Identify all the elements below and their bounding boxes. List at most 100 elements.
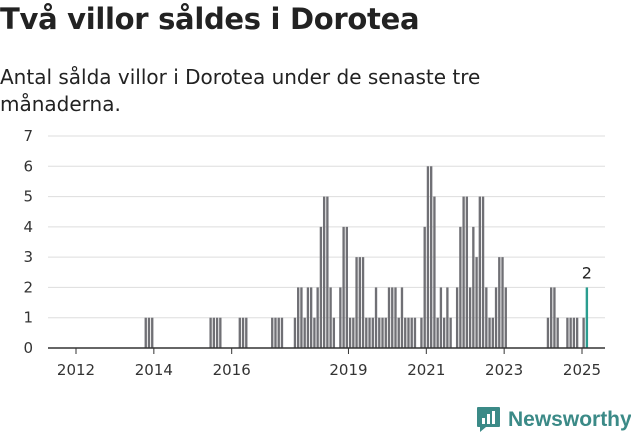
- bar: [410, 317, 413, 348]
- bar: [274, 317, 277, 348]
- bar: [365, 317, 368, 348]
- bar: [332, 317, 336, 348]
- bar: [423, 226, 426, 348]
- bar: [352, 317, 355, 348]
- bar: [455, 287, 459, 348]
- bar: [348, 317, 352, 348]
- bar: [339, 287, 342, 348]
- bar: [488, 317, 491, 348]
- bar-highlight: [585, 287, 589, 348]
- bar: [439, 287, 443, 348]
- y-tick-label: 1: [23, 309, 33, 327]
- bar: [498, 257, 501, 348]
- bar: [241, 317, 245, 348]
- bar: [553, 287, 556, 348]
- bar: [345, 226, 349, 348]
- bar: [319, 226, 323, 348]
- bar: [361, 257, 365, 348]
- bar: [400, 287, 404, 348]
- x-tick-label: 2023: [485, 361, 523, 379]
- bar: [465, 196, 469, 348]
- bar: [582, 317, 585, 348]
- y-tick-label: 7: [23, 127, 33, 145]
- bar: [326, 196, 329, 348]
- bar: [472, 226, 475, 348]
- bar: [566, 317, 569, 348]
- bar: [374, 287, 378, 348]
- bar: [280, 317, 284, 348]
- bar: [397, 317, 400, 348]
- bar: [481, 196, 485, 348]
- bar: [309, 287, 313, 348]
- bar: [491, 317, 494, 348]
- bar: [478, 196, 481, 348]
- bar: [355, 257, 358, 348]
- bar: [271, 317, 274, 348]
- bar: [378, 317, 381, 348]
- y-tick-label: 0: [23, 339, 33, 357]
- bar: [575, 317, 579, 348]
- bar: [459, 226, 462, 348]
- bar: [300, 287, 303, 348]
- x-tick-label: 2016: [213, 361, 251, 379]
- bar: [144, 317, 147, 348]
- y-tick-label: 4: [23, 218, 33, 236]
- x-tick-label: 2021: [407, 361, 445, 379]
- chart-subtitle: Antal sålda villor i Dorotea under de se…: [0, 65, 481, 116]
- chart-title: Två villor såldes i Dorotea: [0, 2, 420, 36]
- bar: [391, 287, 394, 348]
- bar: [394, 287, 397, 348]
- y-axis-ticks: 0 1 2 3 4 5 6 7: [23, 127, 33, 357]
- x-axis-ticks: 2012 2014 2016 2019 2021 2023 2025: [57, 348, 601, 379]
- data-label: 2: [582, 263, 592, 282]
- bar: [462, 196, 465, 348]
- bar: [381, 317, 384, 348]
- bar: [316, 287, 319, 348]
- bar: [212, 317, 216, 348]
- bar: [430, 166, 433, 348]
- bar: [407, 317, 410, 348]
- bar: [306, 287, 310, 348]
- bar: [442, 317, 446, 348]
- bar: [436, 317, 439, 348]
- bar-chart: 0 1 2 3 4 5 6 7 2012 2014 2016 2019 2021 2023 2025 2: [23, 127, 605, 379]
- bar: [475, 257, 478, 348]
- bar: [303, 317, 306, 348]
- bar: [404, 317, 407, 348]
- x-tick-label: 2014: [135, 361, 173, 379]
- bar: [277, 317, 280, 348]
- bar: [426, 166, 430, 348]
- bar: [546, 317, 550, 348]
- bars: [144, 166, 589, 348]
- bar: [358, 257, 361, 348]
- bar: [322, 196, 326, 348]
- bar: [569, 317, 572, 348]
- bar: [485, 287, 488, 348]
- bar: [384, 317, 387, 348]
- bar: [501, 257, 504, 348]
- bar: [147, 317, 151, 348]
- bar: [413, 317, 417, 348]
- bar: [151, 317, 154, 348]
- bar: [387, 287, 391, 348]
- bar: [293, 317, 297, 348]
- bar: [342, 226, 345, 348]
- bar: [494, 287, 498, 348]
- bar: [209, 317, 212, 348]
- y-tick-label: 3: [23, 248, 33, 266]
- bar-chart-logo-icon: [477, 407, 500, 432]
- newsworthy-brand: Newsworthy: [476, 406, 631, 433]
- bar: [313, 317, 316, 348]
- x-tick-label: 2019: [329, 361, 367, 379]
- bar: [368, 317, 371, 348]
- bar: [215, 317, 219, 348]
- bar: [329, 287, 332, 348]
- bar: [371, 317, 374, 348]
- brand-name: Newsworthy: [508, 407, 631, 431]
- x-tick-label: 2012: [57, 361, 95, 379]
- bar: [238, 317, 241, 348]
- bar: [556, 317, 559, 348]
- bar: [446, 287, 449, 348]
- bar: [297, 287, 300, 348]
- bar: [219, 317, 222, 348]
